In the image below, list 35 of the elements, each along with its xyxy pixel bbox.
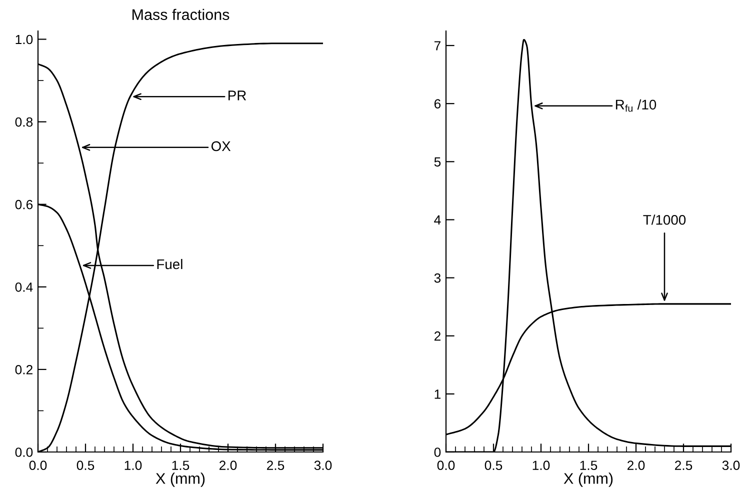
x-tick-label: 2.5 [674, 460, 692, 470]
x-tick-label: 2.5 [266, 460, 284, 470]
annotation: T/1000 [643, 214, 686, 225]
annotation: Fuel [157, 258, 182, 270]
x-tick-label: 3.0 [314, 460, 332, 470]
y-tick-label: 0.4 [15, 282, 33, 292]
x-tick-label: 1.5 [580, 460, 598, 470]
x-tick-label: 0.0 [29, 460, 47, 470]
x-tick-label: 0.5 [76, 460, 94, 470]
y-tick-label: 0.6 [15, 200, 33, 210]
x-axis-title: X (mm) [156, 472, 205, 487]
annotation: R$_{fu}$ /10 [616, 99, 656, 112]
y-tick-label: 0 [434, 448, 441, 457]
x-tick-label: 2.0 [219, 460, 237, 470]
annotation: PR [228, 90, 246, 100]
y-tick-label: 6 [434, 99, 441, 108]
y-tick-label: 4 [434, 215, 441, 225]
y-tick-label: 1.0 [16, 34, 33, 44]
y-tick-label: 0.8 [15, 117, 33, 127]
y-tick-label: 0.2 [15, 365, 32, 374]
x-tick-label: 0.5 [484, 460, 502, 470]
y-tick-label: 1 [434, 390, 440, 399]
y-tick-label: 2 [434, 331, 440, 341]
y-tick-label: 7 [434, 41, 440, 50]
x-tick-label: 1.0 [124, 460, 142, 470]
y-tick-label: 3 [434, 273, 441, 283]
x-tick-label: 2.0 [627, 460, 645, 470]
y-tick-label: 0.0 [15, 448, 33, 457]
x-tick-label: 1.0 [532, 460, 550, 470]
x-tick-label: 1.5 [172, 460, 190, 470]
annotation: OX [211, 141, 231, 152]
x-axis-title: X (mm) [564, 472, 613, 487]
x-tick-label: 3.0 [722, 460, 740, 470]
y-tick-label: 5 [434, 157, 441, 167]
chart-title: Mass fractions [132, 8, 230, 20]
